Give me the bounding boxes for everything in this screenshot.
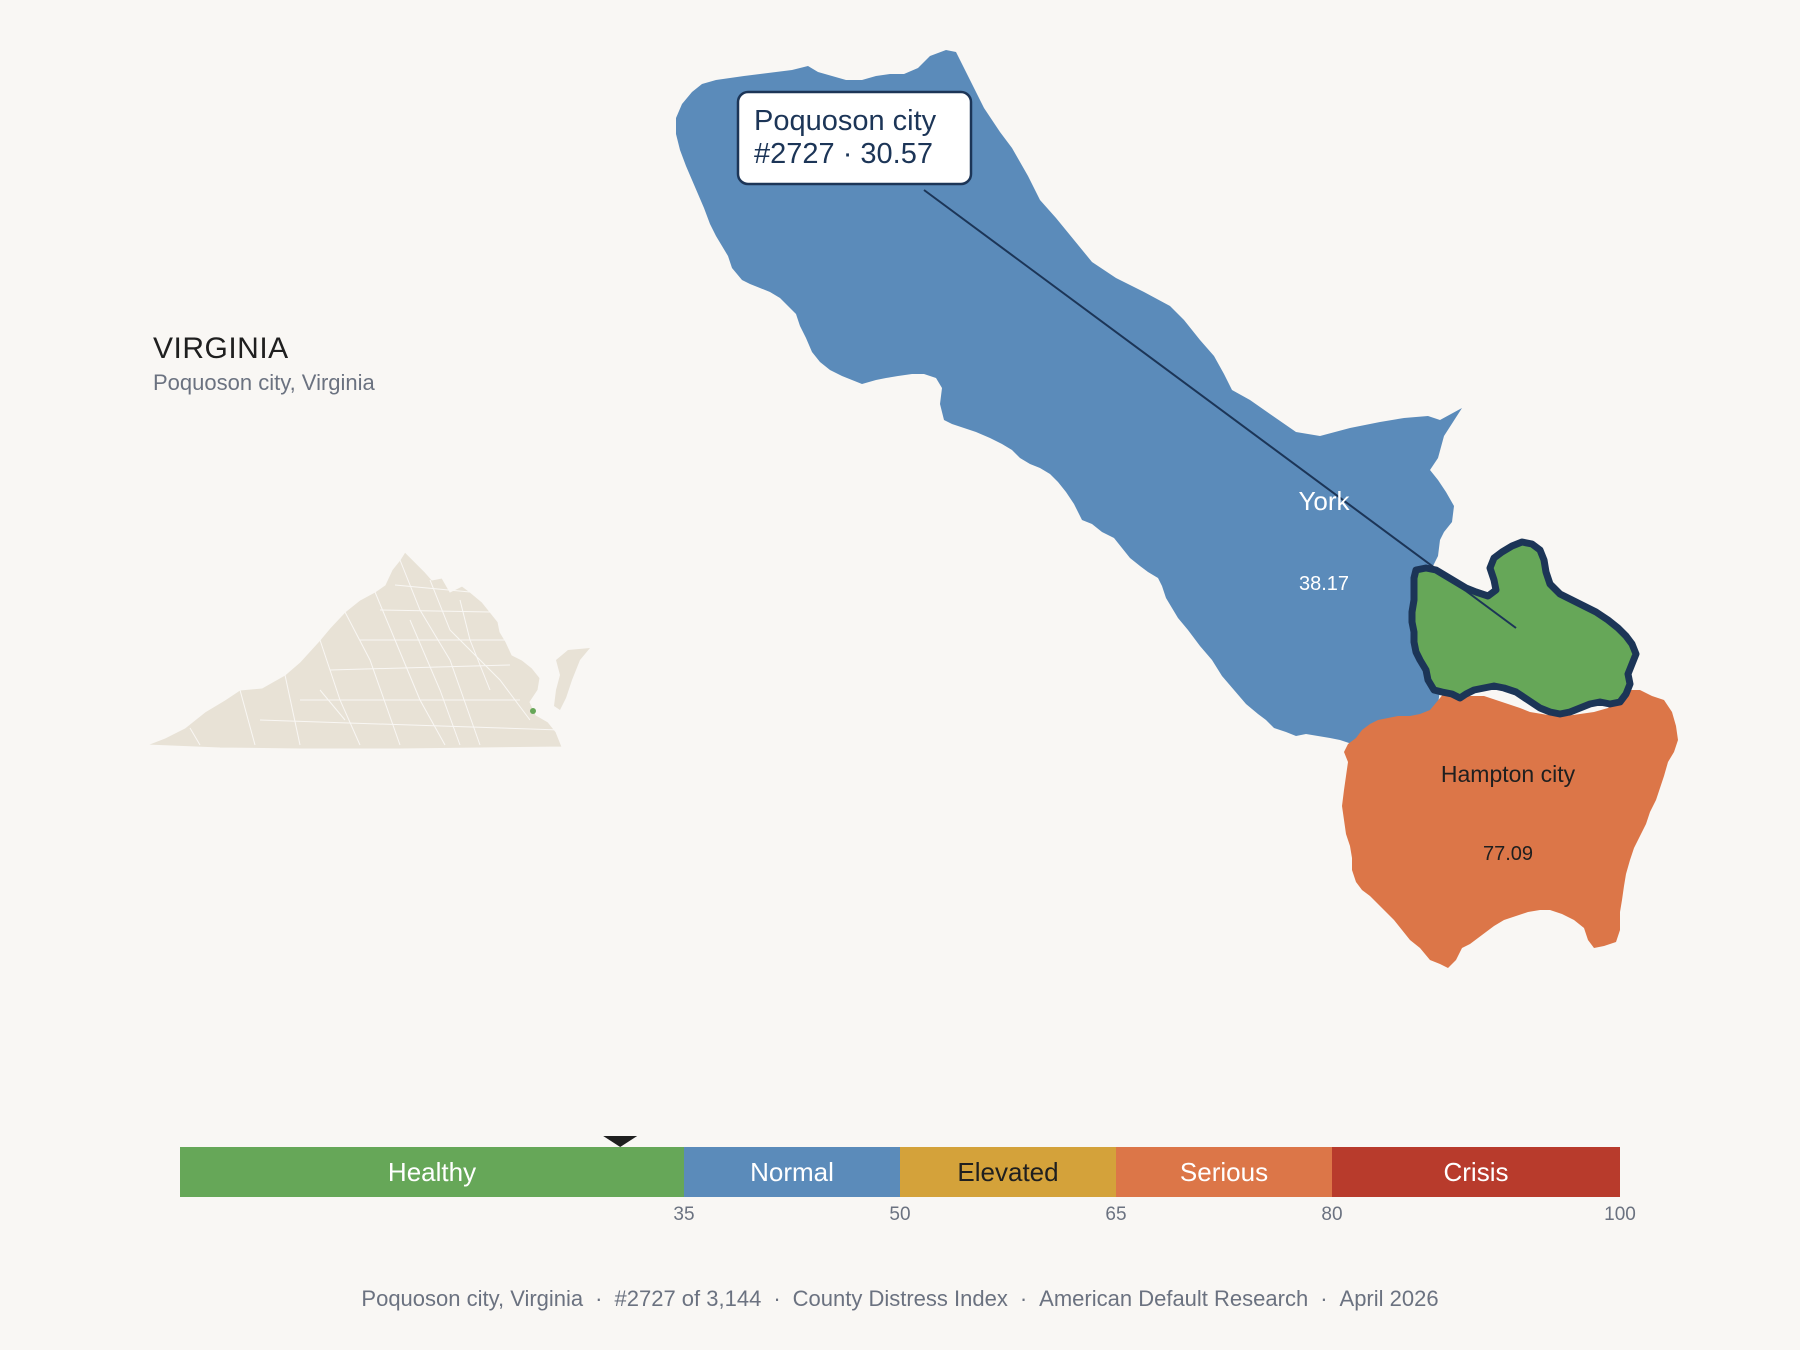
footer-date: April 2026 <box>1339 1286 1439 1311</box>
scale-band-label: Serious <box>1180 1157 1268 1187</box>
county-boundaries <box>189 559 561 746</box>
scale-band-label: Elevated <box>957 1157 1058 1187</box>
distress-scale-legend: Healthy Normal Elevated Serious Crisis 35 50 65… <box>180 1136 1636 1225</box>
scale-tick-label: 100 <box>1604 1204 1636 1225</box>
state-title: VIRGINIA <box>153 332 289 365</box>
county-label-hampton-city: Hampton city <box>1441 761 1576 787</box>
scale-marker <box>603 1136 638 1147</box>
scale-band-label: Crisis <box>1444 1157 1509 1187</box>
footer-separator: · <box>1019 1286 1028 1311</box>
footer: Poquoson city, Virginia · #2727 of 3,144 · C… <box>0 1286 1800 1312</box>
scale-band-label: Normal <box>750 1157 834 1187</box>
callout-leader-line <box>923 189 1517 629</box>
scale-tick-label: 35 <box>673 1204 694 1225</box>
footer-separator: · <box>595 1286 603 1311</box>
county-label-york: York <box>1298 486 1350 516</box>
footer-separator: · <box>1320 1286 1328 1311</box>
footer-index-name: County Distress Index <box>792 1286 1008 1311</box>
scale-tick-label: 50 <box>889 1204 910 1225</box>
scale-band-healthy <box>180 1147 684 1197</box>
callout-rank-score: #2727 · 30.57 <box>754 138 933 170</box>
footer-organization: American Default Research <box>1039 1286 1309 1311</box>
county-york[interactable] <box>676 50 1462 754</box>
scale-tick-label: 65 <box>1105 1204 1126 1225</box>
footer-rank: #2727 of 3,144 <box>614 1286 762 1311</box>
callout: Poquoson city #2727 · 30.57 <box>736 90 973 186</box>
eastern-shore <box>554 648 590 710</box>
scale-band-crisis <box>1332 1147 1620 1197</box>
county-value-hampton-city: 77.09 <box>1483 843 1533 865</box>
footer-place: Poquoson city, Virginia <box>361 1286 584 1311</box>
county-poquoson-city[interactable] <box>1408 538 1640 718</box>
virginia-outline <box>146 551 563 750</box>
state-subtitle: Poquoson city, Virginia <box>153 370 375 395</box>
state-inset-map <box>146 551 590 750</box>
scale-band-serious <box>1116 1147 1332 1197</box>
scale-band-elevated <box>900 1147 1116 1197</box>
footer-separator: · <box>773 1286 781 1311</box>
callout-box <box>736 90 973 186</box>
inset-highlight-marker <box>530 708 536 714</box>
scale-band-normal <box>684 1147 900 1197</box>
scale-band-label: Healthy <box>388 1157 476 1187</box>
callout-name: Poquoson city <box>754 105 937 137</box>
county-hampton-city[interactable] <box>1342 688 1678 968</box>
county-value-york: 38.17 <box>1299 573 1349 595</box>
scale-tick-label: 80 <box>1321 1204 1342 1225</box>
